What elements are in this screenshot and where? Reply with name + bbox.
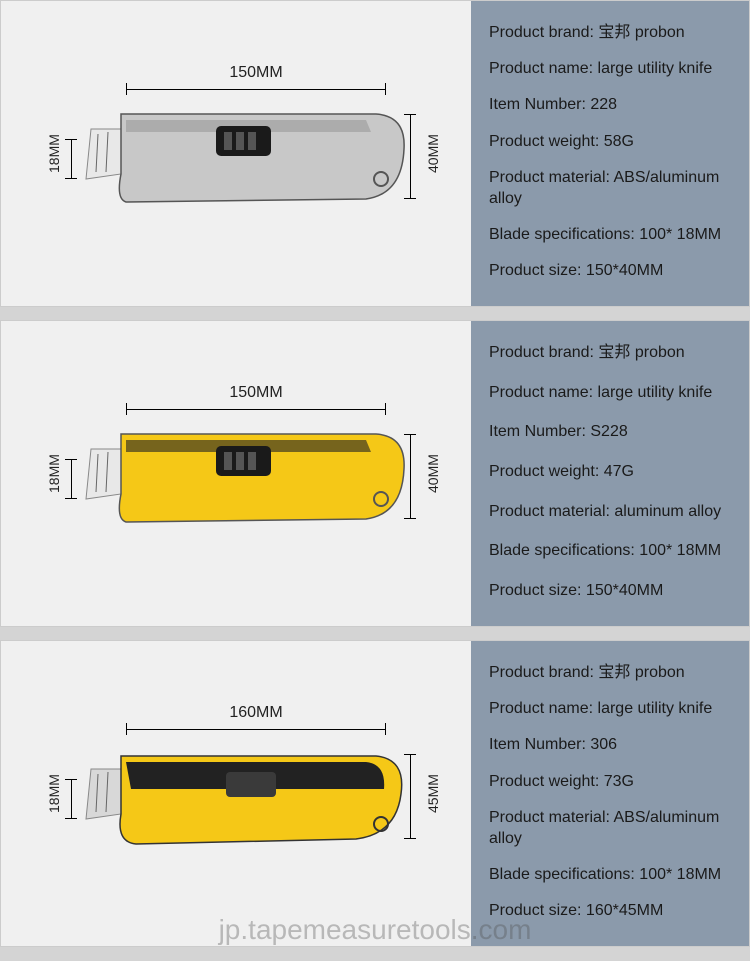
spec-value: 100* 18MM	[635, 866, 721, 883]
product-row: 150MM 18MM 40MM Product brand: 宝邦 probon…	[0, 0, 750, 307]
spec-label: Product material:	[489, 169, 610, 186]
dimension-width-label: 150MM	[126, 64, 386, 82]
spec-label: Product brand:	[489, 344, 594, 361]
dimension-width-label: 160MM	[126, 704, 386, 722]
dimension-body-line	[410, 434, 411, 519]
dimension-blade-line	[71, 779, 72, 819]
spec-value: 58G	[599, 133, 634, 150]
dimension-blade-label: 18MM	[46, 774, 62, 814]
spec-line: Product material: ABS/aluminum alloy	[489, 808, 731, 850]
product-image-panel: 150MM 18MM 40MM	[1, 1, 471, 306]
spec-line: Blade specifications: 100* 18MM	[489, 541, 731, 562]
spec-line: Item Number: 306	[489, 735, 731, 756]
spec-label: Product material:	[489, 503, 610, 520]
spec-line: Product size: 160*45MM	[489, 901, 731, 922]
spec-label: Item Number:	[489, 96, 586, 113]
dimension-body-label: 40MM	[425, 434, 441, 514]
spec-value: 160*45MM	[581, 902, 663, 919]
dimension-body-label: 45MM	[425, 754, 441, 834]
dimension-blade-label: 18MM	[46, 454, 62, 494]
dimension-blade-line	[71, 459, 72, 499]
spec-label: Blade specifications:	[489, 542, 635, 559]
dimension-width-line	[126, 89, 386, 90]
product-info-panel: Product brand: 宝邦 probon Product name: la…	[471, 641, 749, 946]
product-row: 160MM 18MM 45MM Product brand: 宝邦 probon…	[0, 640, 750, 947]
spec-label: Product weight:	[489, 463, 599, 480]
spec-value: 宝邦 probon	[594, 24, 685, 41]
spec-line: Product name: large utility knife	[489, 699, 731, 720]
dimension-blade-line	[71, 139, 72, 179]
dimension-blade-label: 18MM	[46, 134, 62, 174]
spec-label: Product size:	[489, 582, 581, 599]
spec-value: 宝邦 probon	[594, 664, 685, 681]
spec-label: Product size:	[489, 262, 581, 279]
spec-line: Product brand: 宝邦 probon	[489, 23, 731, 44]
spec-value: 47G	[599, 463, 634, 480]
spec-line: Product name: large utility knife	[489, 59, 731, 80]
spec-line: Item Number: 228	[489, 95, 731, 116]
spec-label: Product material:	[489, 809, 610, 826]
spec-line: Product size: 150*40MM	[489, 581, 731, 602]
spec-value: large utility knife	[593, 60, 712, 77]
spec-line: Item Number: S228	[489, 422, 731, 443]
spec-line: Product name: large utility knife	[489, 383, 731, 404]
spec-label: Item Number:	[489, 736, 586, 753]
spec-value: 100* 18MM	[635, 226, 721, 243]
dimension-body-label: 40MM	[425, 114, 441, 194]
spec-value: aluminum alloy	[610, 503, 721, 520]
spec-value: S228	[586, 423, 628, 440]
product-info-panel: Product brand: 宝邦 probon Product name: la…	[471, 1, 749, 306]
spec-label: Product weight:	[489, 773, 599, 790]
product-row: 150MM 18MM 40MM Product brand: 宝邦 probon…	[0, 320, 750, 627]
spec-label: Item Number:	[489, 423, 586, 440]
spec-value: large utility knife	[593, 384, 712, 401]
spec-line: Product weight: 47G	[489, 462, 731, 483]
dimension-width-line	[126, 409, 386, 410]
spec-value: 306	[586, 736, 617, 753]
spec-line: Blade specifications: 100* 18MM	[489, 225, 731, 246]
spec-line: Product brand: 宝邦 probon	[489, 663, 731, 684]
spec-line: Product material: ABS/aluminum alloy	[489, 168, 731, 210]
spec-value: 228	[586, 96, 617, 113]
product-info-panel: Product brand: 宝邦 probon Product name: la…	[471, 321, 749, 626]
dimension-width-label: 150MM	[126, 384, 386, 402]
spec-line: Product material: aluminum alloy	[489, 502, 731, 523]
spec-value: 宝邦 probon	[594, 344, 685, 361]
spec-value: 73G	[599, 773, 634, 790]
spec-line: Blade specifications: 100* 18MM	[489, 865, 731, 886]
spec-label: Product name:	[489, 384, 593, 401]
knife-diagram: 150MM 18MM 40MM	[26, 374, 446, 574]
spec-value: large utility knife	[593, 700, 712, 717]
knife-diagram: 160MM 18MM 45MM	[26, 694, 446, 894]
spec-line: Product weight: 73G	[489, 772, 731, 793]
spec-value: 150*40MM	[581, 262, 663, 279]
spec-line: Product brand: 宝邦 probon	[489, 343, 731, 364]
knife-diagram: 150MM 18MM 40MM	[26, 54, 446, 254]
spec-label: Blade specifications:	[489, 226, 635, 243]
spec-label: Product weight:	[489, 133, 599, 150]
dimension-width-line	[126, 729, 386, 730]
spec-label: Product name:	[489, 60, 593, 77]
spec-label: Blade specifications:	[489, 866, 635, 883]
spec-value: 150*40MM	[581, 582, 663, 599]
spec-label: Product brand:	[489, 664, 594, 681]
dimension-body-line	[410, 114, 411, 199]
spec-value: 100* 18MM	[635, 542, 721, 559]
spec-label: Product brand:	[489, 24, 594, 41]
dimension-body-line	[410, 754, 411, 839]
product-image-panel: 150MM 18MM 40MM	[1, 321, 471, 626]
spec-line: Product size: 150*40MM	[489, 261, 731, 282]
spec-line: Product weight: 58G	[489, 132, 731, 153]
product-image-panel: 160MM 18MM 45MM	[1, 641, 471, 946]
spec-label: Product name:	[489, 700, 593, 717]
spec-label: Product size:	[489, 902, 581, 919]
